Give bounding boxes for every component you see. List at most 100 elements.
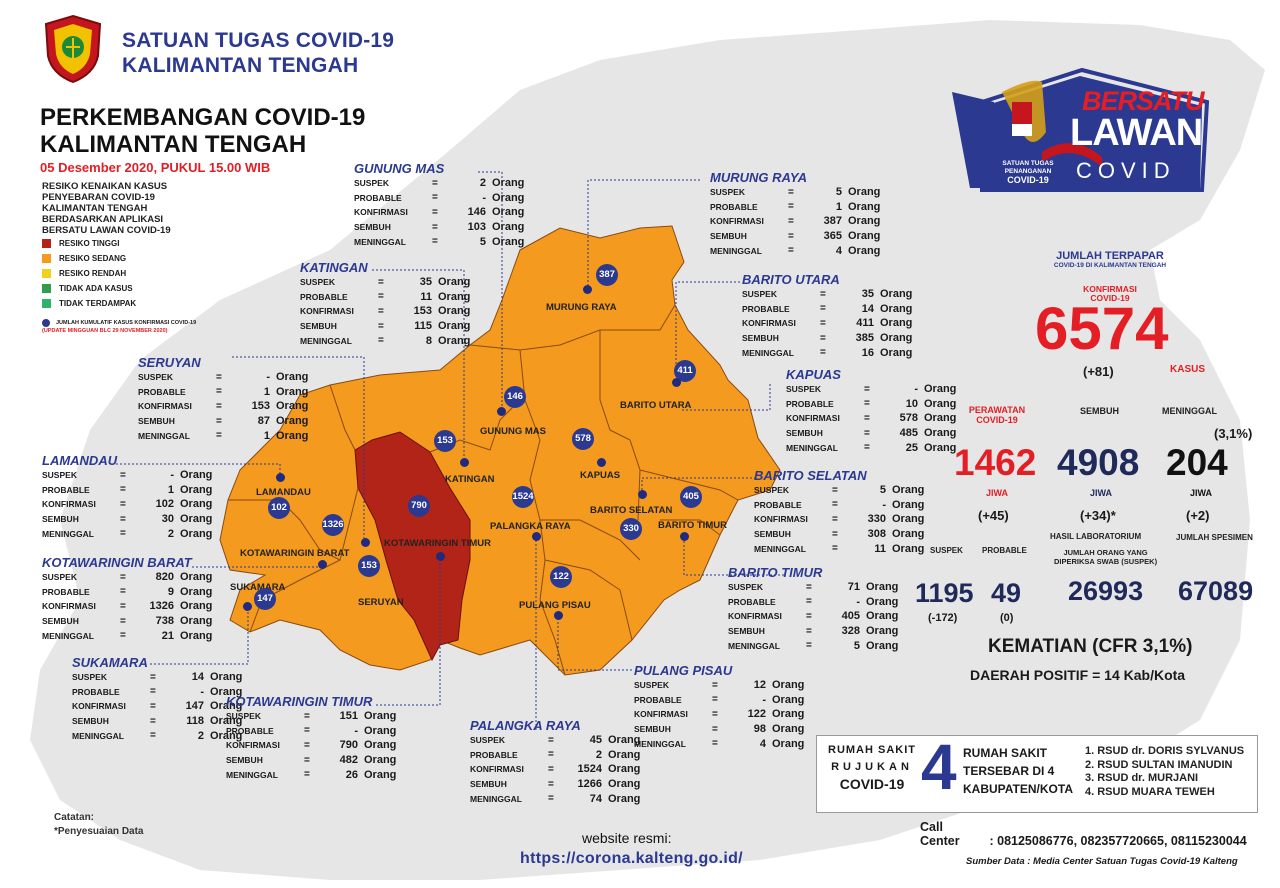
legend-label: RESIKO SEDANG [59,254,127,263]
row-unit: Orang [180,498,213,511]
region-row-suspek: SUSPEK = 35 Orang [742,287,912,302]
case-marker-lamandau[interactable]: 102 [268,497,290,519]
row-label: KONFIRMASI [226,740,280,751]
region-panel-lamandau: LAMANDAU SUSPEK = - Orang PROBABLE = 1 Orang KONF… [42,453,212,541]
case-marker-barito-timur[interactable]: 405 [680,486,702,508]
case-marker-gunung-mas[interactable]: 146 [504,386,526,408]
row-equals: = [432,206,438,218]
row-value: 328 [841,625,860,638]
case-marker-murung-raya[interactable]: 387 [596,264,618,286]
region-panel-kobar: KOTAWARINGIN BARAT SUSPEK = 820 Orang PROBABL… [42,555,212,643]
region-row-meninggal: MENINGGAL = 26 Orang [226,767,396,782]
region-center-dot [638,490,647,499]
row-equals: = [216,400,222,412]
region-row-suspek: SUSPEK = 151 Orang [226,709,396,724]
row-equals: = [548,778,554,790]
row-equals: = [150,715,156,727]
row-value: 98 [753,723,766,736]
region-panel-barito-selatan: BARITO SELATAN SUSPEK = 5 Orang PROBABLE = - Ora… [754,468,924,556]
row-label: PROBABLE [742,303,790,314]
region-center-dot [460,458,469,467]
legend-item: TIDAK ADA KASUS [42,281,196,296]
region-title: BARITO TIMUR [728,565,823,580]
row-label: MENINGGAL [42,528,94,539]
case-marker-palangka-raya[interactable]: 1524 [512,486,534,508]
case-marker-pulang-pisau[interactable]: 122 [550,566,572,588]
row-unit: Orang [180,483,213,496]
case-marker-barito-selatan[interactable]: 330 [620,518,642,540]
row-unit: Orang [848,230,881,243]
region-panel-kotim: KOTAWARINGIN TIMUR SUSPEK = 151 Orang PROBABL… [226,694,396,782]
row-label: KONFIRMASI [72,701,126,712]
row-equals: = [378,291,384,303]
region-row-suspek: SUSPEK = - Orang [786,382,956,397]
row-value: 1326 [149,600,174,613]
region-row-probable: PROBABLE = 1 Orang [42,483,212,498]
row-equals: = [788,230,794,242]
region-row-konfirmasi: KONFIRMASI = 1524 Orang [470,762,640,777]
row-equals: = [712,723,718,735]
row-value: 790 [339,739,358,752]
row-value: - [170,469,174,482]
region-row-sembuh: SEMBUH = 1266 Orang [470,777,640,792]
region-row-meninggal: MENINGGAL = 1 Orang [138,428,308,443]
legend-swatch [42,254,51,263]
case-marker-kotawaringin-timur[interactable]: 790 [408,495,430,517]
row-value: 2 [479,177,486,190]
row-value: 1266 [577,778,602,791]
row-unit: Orang [892,498,925,511]
row-equals: = [432,236,438,248]
row-label: SUSPEK [354,178,389,189]
case-marker-seruyan[interactable]: 153 [358,555,380,577]
swab-label-2: DIPERIKSA SWAB (SUSPEK) [1054,557,1158,566]
website-link[interactable]: https://corona.kalteng.go.id/ [520,850,743,867]
region-row-suspek: SUSPEK = 2 Orang [354,176,524,191]
row-equals: = [150,671,156,683]
row-value: 1 [263,385,270,398]
region-title: SERUYAN [138,355,201,370]
map-label-barito-timur: BARITO TIMUR [658,520,727,531]
total-title-main: JUMLAH TERPAPAR [1056,250,1164,262]
page-title-line2: KALIMANTAN TENGAH [40,131,307,158]
map-label-sukamara: SUKAMARA [230,582,286,593]
rs-list: 1. RSUD dr. DORIS SYLVANUS 2. RSUD SULTA… [1085,745,1244,799]
row-equals: = [548,793,554,805]
row-value: - [914,383,918,396]
row-unit: Orang [492,191,525,204]
row-label: MENINGGAL [138,430,190,441]
probable-delta: (0) [1000,612,1014,624]
region-row-sembuh: SEMBUH = 98 Orang [634,722,804,737]
row-value: 330 [867,513,886,526]
case-marker-kotawaringin-barat[interactable]: 1326 [322,514,344,536]
case-marker-barito-utara[interactable]: 411 [674,360,696,382]
case-marker-katingan[interactable]: 153 [434,430,456,452]
logo-satgas2: PENANGANAN [1004,168,1052,175]
row-label: SUSPEK [138,372,173,383]
region-row-meninggal: MENINGGAL = 2 Orang [72,728,242,743]
update-note: (UPDATE MINGGUAN BLC 29 NOVEMBER 2020) [42,328,168,334]
row-label: SUSPEK [634,680,669,691]
row-unit: Orang [880,332,913,345]
row-equals: = [216,371,222,383]
hasil-lab-label: HASIL LABORATORIUM [1050,532,1142,541]
row-unit: Orang [438,334,471,347]
region-title: KAPUAS [786,367,841,382]
row-label: KONFIRMASI [42,601,96,612]
row-unit: Orang [180,469,213,482]
case-marker-kapuas[interactable]: 578 [572,428,594,450]
case-marker-sukamara[interactable]: 147 [254,588,276,610]
row-unit: Orang [438,276,471,289]
row-unit: Orang [364,739,397,752]
row-value: 5 [835,186,842,199]
row-value: 103 [467,221,486,234]
row-unit: Orang [210,715,243,728]
row-unit: Orang [892,528,925,541]
row-value: 1524 [577,763,602,776]
row-label: KONFIRMASI [42,499,96,510]
region-row-konfirmasi: KONFIRMASI = 102 Orang [42,497,212,512]
rs-count: 4 [921,731,957,803]
region-row-suspek: SUSPEK = - Orang [138,370,308,385]
row-value: - [762,693,766,706]
region-row-konfirmasi: KONFIRMASI = 146 Orang [354,205,524,220]
row-label: MENINGGAL [226,769,278,780]
